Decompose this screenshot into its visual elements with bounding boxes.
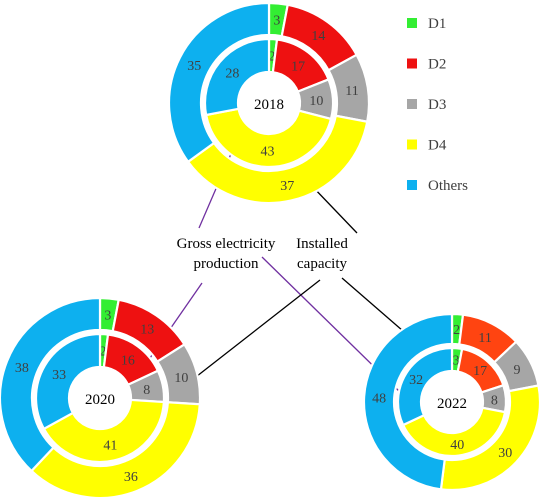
legend-swatch-d3: [407, 99, 417, 109]
slice-2022-inner-others: [396, 346, 454, 427]
slice-label-2022-inner-d4: 40: [450, 438, 464, 453]
slice-label-2020-inner-d1: 2: [100, 345, 107, 360]
slice-label-2020-outer-others: 38: [15, 361, 29, 376]
connector-outer-ring-4: [310, 184, 358, 234]
outer-ring-annotation-line1: Installed: [296, 236, 348, 252]
slice-2020-outer-d4: [29, 401, 201, 500]
slice-label-2020-inner-d4: 41: [103, 438, 117, 453]
slice-label-2022-outer-d1: 2: [453, 323, 460, 338]
ring-annotations: Gross electricity production Installed c…: [177, 236, 349, 272]
slice-label-2020-inner-d3: 8: [143, 383, 150, 398]
inner-ring-annotation-line1: Gross electricity: [177, 236, 276, 252]
legend-label-d2: D2: [428, 57, 446, 73]
legend-label-d1: D1: [428, 16, 446, 32]
slice-2022-outer-others: [362, 312, 454, 491]
slice-label-2018-outer-others: 35: [187, 59, 201, 74]
slice-label-2018-outer-d2: 14: [311, 29, 325, 44]
slice-label-2018-inner-d1: 2: [269, 50, 276, 65]
legend-swatch-others: [407, 180, 417, 190]
legend-swatch-d4: [407, 139, 417, 150]
slice-label-2022-inner-d2: 17: [473, 364, 487, 379]
inner-ring-annotation-line2: production: [194, 256, 259, 272]
year-label-2020: 2020: [85, 392, 115, 408]
slice-2020-inner-others: [34, 332, 102, 431]
slice-label-2022-inner-others: 32: [409, 373, 423, 388]
donut-2022: 3 17 8 40 32 2 11 9 30 48 2022: [362, 312, 542, 492]
donut-2018: 2 17 10 43 28 3 14 11 37 35 2018: [167, 1, 371, 205]
slice-label-2022-outer-d2: 11: [478, 331, 491, 346]
slice-label-2018-outer-d1: 3: [273, 13, 280, 28]
slice-label-2018-inner-d4: 43: [261, 145, 275, 160]
legend-swatch-d1: [407, 18, 417, 28]
slice-label-2020-outer-d2: 13: [140, 323, 154, 338]
slice-label-2022-outer-d3: 9: [514, 363, 521, 378]
legend: D1 D2 D3 D4 Others: [407, 16, 468, 194]
slice-2020-outer-others: [0, 296, 102, 473]
legend-swatch-d2: [407, 58, 417, 69]
slice-label-2020-outer-d1: 3: [104, 308, 111, 323]
slice-label-2020-inner-others: 33: [52, 368, 66, 383]
slice-label-2020-inner-d2: 16: [121, 354, 135, 369]
legend-label-others: Others: [428, 178, 468, 194]
slice-label-2018-inner-d3: 10: [309, 94, 323, 109]
connector-outer-ring-5: [191, 279, 321, 381]
slice-2020-inner-d4: [42, 398, 166, 464]
slice-label-2022-outer-d4: 30: [498, 446, 512, 461]
annotation-connectors: [149, 139, 419, 394]
year-label-2022: 2022: [437, 396, 467, 412]
slice-label-2022-outer-others: 48: [372, 391, 386, 406]
outer-ring-annotation-line2: capacity: [297, 256, 347, 272]
slice-label-2020-outer-d3: 10: [174, 371, 188, 386]
slice-2018-outer-others: [167, 1, 271, 164]
slice-label-2018-inner-d2: 17: [291, 60, 305, 75]
legend-label-d3: D3: [428, 97, 446, 113]
year-label-2018: 2018: [254, 97, 284, 113]
slice-2018-inner-others: [203, 37, 271, 117]
slice-2018-inner-d4: [204, 107, 333, 169]
slice-label-2022-inner-d3: 8: [491, 393, 498, 408]
slice-label-2022-inner-d1: 3: [453, 354, 460, 369]
slice-label-2018-outer-d3: 11: [345, 84, 358, 99]
slice-2022-inner-d4: [401, 406, 507, 458]
slice-label-2020-outer-d4: 36: [124, 470, 138, 485]
slice-label-2018-outer-d4: 37: [280, 179, 294, 194]
legend-label-d4: D4: [428, 138, 447, 154]
slice-label-2018-inner-others: 28: [225, 67, 239, 82]
